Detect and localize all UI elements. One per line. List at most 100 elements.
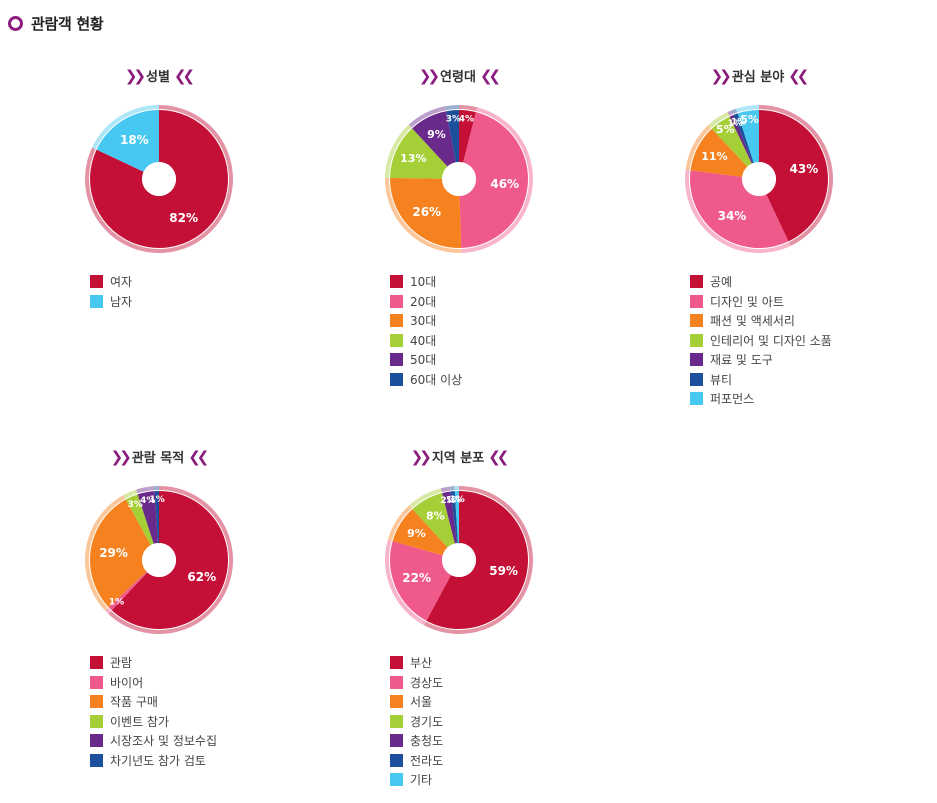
legend-swatch xyxy=(690,314,703,328)
chart-heading: ❯❯ 관심 분야 ❮❮ xyxy=(684,66,834,86)
data-label: 18% xyxy=(120,133,149,147)
legend-swatch xyxy=(90,753,103,767)
pie-slice-halo xyxy=(685,169,791,253)
legend-swatch xyxy=(390,372,403,386)
pie-slice xyxy=(96,110,159,172)
data-label: 4% xyxy=(459,114,474,124)
double-chevron-right-icon: ❯❯ xyxy=(410,447,432,466)
legend-item: 재료 및 도구 xyxy=(690,350,832,370)
pie-slice xyxy=(759,110,828,242)
legend-label: 이벤트 참가 xyxy=(110,714,170,729)
pie-chart: 4% 46% 26% 13%9%3% xyxy=(385,105,533,253)
pie-slice-halo xyxy=(449,486,455,491)
pie-slice xyxy=(154,491,159,544)
pie-slice xyxy=(450,491,458,544)
data-label: 29% xyxy=(99,546,128,560)
double-chevron-right-icon: ❯❯ xyxy=(110,447,132,466)
legend-item: 남자 xyxy=(90,292,132,312)
legend-item: 부산 xyxy=(390,653,443,673)
legend-label: 공예 xyxy=(710,275,733,290)
legend-item: 30대 xyxy=(390,311,462,331)
pie-slice xyxy=(426,491,528,629)
legend-item: 40대 xyxy=(390,331,462,351)
legend-label: 여자 xyxy=(110,275,133,290)
pie-slice-halo xyxy=(736,105,759,113)
data-label: 62% xyxy=(187,570,216,584)
data-label: 9% xyxy=(407,527,426,540)
legend-label: 기타 xyxy=(410,773,433,788)
legend-label: 10대 xyxy=(410,275,437,290)
pie-slice-halo xyxy=(123,489,138,499)
pie-center-hole xyxy=(442,162,476,196)
pie-slice xyxy=(89,499,151,608)
pie-slice-halo xyxy=(136,486,155,494)
chart-region: ❯❯ 지역 분포 ❮❮ 59% 22% 9% 8% 2% 1% 1% 부산 경상도 서울 경기도 충… xyxy=(384,447,624,787)
pie-slice xyxy=(125,494,154,546)
chart-heading: ❯❯ 지역 분포 ❮❮ xyxy=(384,447,534,467)
pie-slice-halo xyxy=(454,486,459,491)
legend-item: 경상도 xyxy=(390,673,443,693)
data-label: 59% xyxy=(489,564,518,578)
pie-slice-halo xyxy=(108,486,234,634)
legend-swatch xyxy=(390,656,403,670)
pie-slice xyxy=(412,493,455,548)
double-chevron-left-icon: ❮❮ xyxy=(788,66,809,85)
chart-heading: ❯❯ 연령대 ❮❮ xyxy=(384,66,534,86)
pie-slice xyxy=(108,571,148,611)
pie-chart: 43%34%11%5%1%1%5% xyxy=(685,105,833,253)
pie-slice-halo xyxy=(727,110,734,116)
data-label: 5% xyxy=(716,123,735,136)
legend-item: 경기도 xyxy=(390,712,443,732)
pie-slice xyxy=(459,110,476,163)
legend-label: 경기도 xyxy=(410,714,444,729)
data-label: 2% xyxy=(440,496,455,506)
pie-slice-halo xyxy=(445,105,459,111)
legend-swatch xyxy=(390,333,403,347)
legend-label: 인테리어 및 디자인 소품 xyxy=(710,333,832,348)
pie-slice xyxy=(442,491,457,544)
chart-title: 관심 분야 xyxy=(731,70,785,85)
chart-title: 연령대 xyxy=(440,70,476,85)
pie-slice-halo xyxy=(708,112,730,128)
chart-purpose: ❯❯ 관람 목적 ❮❮ 62% 1% 29% 3% 4% 1% 관람 바이어 작품 구매 이벤트… xyxy=(84,447,324,768)
pie-slice xyxy=(111,491,228,629)
legend-label: 작품 구매 xyxy=(110,695,158,710)
double-chevron-left-icon: ❮❮ xyxy=(479,66,501,85)
pie-slice-halo xyxy=(731,108,738,114)
pie-slice-halo xyxy=(387,505,412,541)
legend-item: 서울 xyxy=(390,692,443,712)
pie-slice-halo xyxy=(440,486,451,493)
data-label: 46% xyxy=(490,177,519,191)
legend-label: 30대 xyxy=(410,314,437,329)
legend-label: 패션 및 액세서리 xyxy=(710,314,795,329)
legend-swatch xyxy=(390,353,403,367)
legend-item: 60대 이상 xyxy=(390,370,462,390)
pie-slice-halo xyxy=(105,607,112,614)
legend-swatch xyxy=(690,333,703,347)
legend-label: 40대 xyxy=(410,333,437,348)
data-label: 26% xyxy=(412,205,441,219)
legend-swatch xyxy=(390,734,403,748)
legend-item: 충청도 xyxy=(390,731,443,751)
data-label: 8% xyxy=(426,509,445,522)
data-label: 1% xyxy=(149,495,164,505)
legend-label: 바이어 xyxy=(110,675,144,690)
legend-swatch xyxy=(90,656,103,670)
pie-slice xyxy=(392,509,448,556)
data-label: 11% xyxy=(701,150,727,163)
legend-label: 남자 xyxy=(110,294,133,309)
pie-slice-halo xyxy=(92,105,159,150)
legend-label: 60대 이상 xyxy=(410,372,463,387)
legend-item: 전라도 xyxy=(390,751,443,771)
pie-slice xyxy=(90,110,229,248)
pie-slice xyxy=(733,113,754,164)
data-label: 5% xyxy=(740,113,759,126)
legend-label: 충청도 xyxy=(410,734,444,749)
legend-item: 차기년도 참가 검토 xyxy=(90,751,217,771)
double-chevron-right-icon: ❯❯ xyxy=(418,66,440,85)
data-label: 82% xyxy=(169,211,198,225)
legend: 공예 디자인 및 아트 패션 및 액세서리 인테리어 및 디자인 소품 재료 및 도구 뷰… xyxy=(690,272,832,409)
legend-item: 10대 xyxy=(390,272,462,292)
pie-center-hole xyxy=(142,162,176,196)
legend-item: 시장조사 및 정보수집 xyxy=(90,731,217,751)
